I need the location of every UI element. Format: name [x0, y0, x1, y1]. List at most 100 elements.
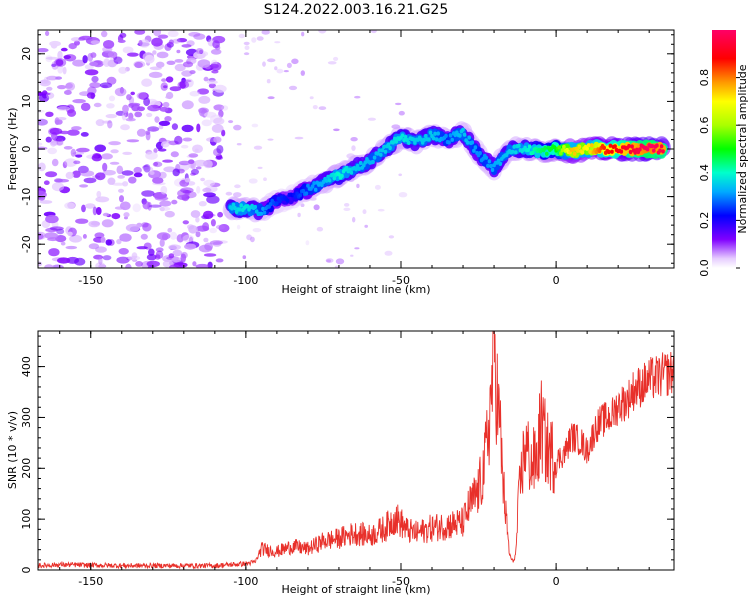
noise-blob [75, 218, 89, 224]
noise-blob [51, 264, 64, 268]
noise-blob [156, 232, 171, 240]
ridge-point [424, 133, 428, 139]
noise-blob [200, 177, 206, 182]
ridge-point [444, 133, 448, 138]
noise-blob [80, 102, 91, 112]
ridge-point [512, 144, 516, 149]
ridge-point [470, 140, 475, 145]
ridge-point [394, 139, 399, 144]
noise-blob [162, 159, 174, 163]
noise-blob [95, 262, 106, 268]
noise-blob [267, 96, 275, 100]
noise-blob [152, 161, 163, 168]
noise-blob [118, 66, 128, 74]
noise-blob [72, 59, 86, 67]
noise-blob [126, 52, 139, 57]
ridge-point [658, 148, 662, 153]
noise-blob [174, 59, 184, 63]
ridge-point [543, 146, 547, 151]
ridge-point [349, 170, 354, 175]
noise-blob [190, 210, 201, 218]
noise-blob [209, 63, 219, 69]
noise-blob [182, 137, 193, 142]
snr-ticks: -150 -100 -50 0 0 100 200 300 400 [20, 331, 674, 588]
snr-xlabel: Height of straight line (km) [281, 583, 430, 596]
noise-blob [102, 255, 112, 261]
ridge-point [586, 143, 591, 148]
ridge-point [602, 145, 606, 150]
noise-blob [71, 126, 82, 131]
colorbar-tick-label: 0.4 [698, 164, 711, 182]
x-tick-label: -100 [233, 575, 258, 588]
noise-blob [155, 254, 161, 260]
noise-blob [352, 216, 356, 223]
noise-blob [55, 235, 67, 243]
ridge-point [560, 148, 565, 153]
chart-title: S124.2022.003.16.21.G25 [264, 2, 449, 18]
ridge-point [379, 152, 383, 157]
noise-blob [178, 160, 191, 166]
noise-blob [163, 85, 168, 89]
noise-blob [92, 206, 98, 216]
noise-blob [132, 203, 141, 213]
ridge-point [571, 147, 575, 152]
noise-blob [305, 240, 310, 246]
frequency-ridge [222, 121, 671, 223]
noise-blob [90, 221, 101, 226]
noise-blob [181, 44, 192, 48]
ridge-point [427, 137, 431, 142]
noise-blob [82, 234, 87, 239]
noise-blob [159, 171, 167, 179]
ridge-point [490, 167, 495, 172]
noise-blob [208, 83, 216, 89]
noise-blob [182, 234, 194, 243]
noise-blob [181, 124, 194, 133]
noise-blob [155, 247, 164, 252]
ridge-point [377, 148, 382, 153]
ridge-point [330, 172, 335, 177]
noise-blob [192, 261, 197, 267]
ridge-point [627, 143, 631, 149]
noise-blob [171, 199, 178, 205]
noise-blob [93, 102, 102, 108]
ridge-point [431, 136, 436, 141]
noise-blob [164, 116, 172, 122]
noise-blob [88, 220, 100, 228]
noise-blob [65, 245, 78, 250]
noise-blob [148, 248, 155, 256]
noise-blob [221, 129, 226, 137]
noise-blob [110, 149, 119, 154]
noise-blob [252, 228, 262, 233]
noise-blob [213, 84, 227, 93]
noise-blob [202, 210, 214, 220]
noise-blob [174, 63, 186, 72]
noise-blob [193, 33, 206, 40]
ridge-point [293, 194, 298, 199]
noise-blob [38, 261, 43, 267]
ridge-point [557, 145, 561, 150]
noise-blob [133, 166, 142, 174]
noise-blob [297, 212, 301, 218]
noise-blob [169, 264, 181, 268]
noise-blob [80, 170, 95, 177]
noise-blob [196, 123, 201, 133]
ridge-point [324, 178, 329, 183]
ridge-point [448, 133, 453, 138]
noise-blob [101, 153, 113, 160]
noise-blob [82, 55, 88, 64]
noise-blob [181, 79, 192, 83]
noise-blob [261, 30, 270, 35]
noise-blob [113, 56, 123, 64]
noise-blob [158, 120, 171, 126]
noise-blob [203, 253, 217, 257]
noise-blob [161, 78, 167, 82]
noise-blob [313, 204, 320, 211]
noise-blob [91, 75, 99, 83]
noise-blob [193, 159, 208, 167]
noise-blob [145, 131, 151, 141]
noise-blob [45, 55, 53, 63]
noise-blob [38, 162, 46, 172]
noise-blob [152, 177, 164, 184]
noise-blob [195, 231, 201, 238]
ridge-point [237, 207, 242, 212]
